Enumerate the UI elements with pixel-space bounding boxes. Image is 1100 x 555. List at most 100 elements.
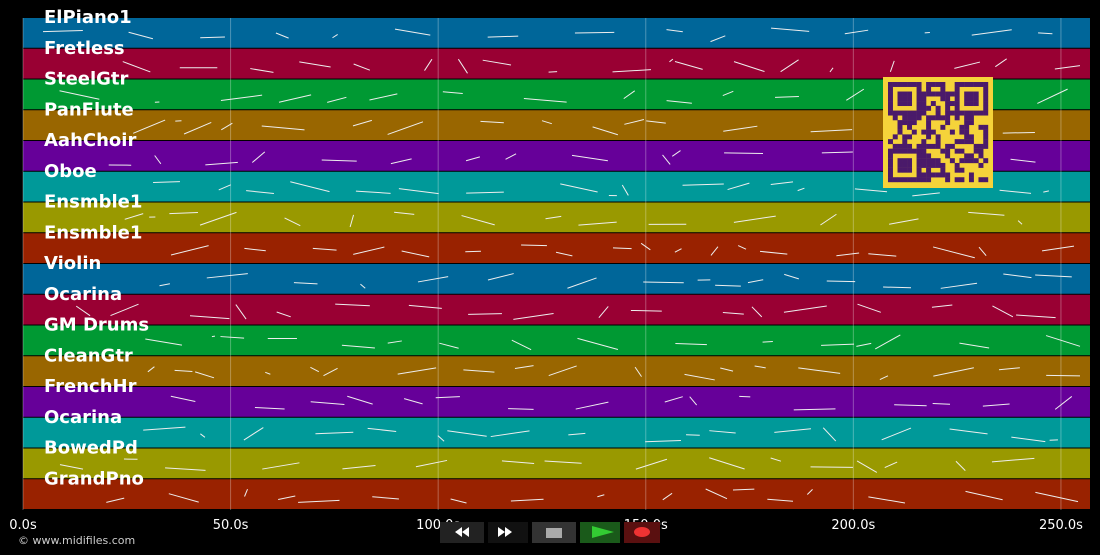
note [675,342,707,346]
note [613,247,632,250]
qr-module [935,105,941,111]
qr-module [983,158,989,164]
qr-module [935,162,941,168]
note [1045,335,1081,347]
note [199,211,237,226]
qr-module [916,96,922,102]
note [635,458,668,470]
note [912,192,940,197]
qr-module [968,82,974,87]
note [1010,158,1036,163]
note [630,309,662,312]
note [995,58,1007,68]
time-tick-label: 200.0s [831,518,875,533]
qr-module [916,86,922,92]
qr-module [978,148,984,154]
qr-module [983,134,989,140]
qr-module [888,167,893,173]
note [153,181,180,184]
qr-module [949,110,955,116]
note [634,366,642,377]
record-icon [634,527,650,537]
note [737,245,747,250]
qr-module [959,124,965,130]
note [623,90,636,100]
qr-module [888,139,893,145]
qr-module [916,115,922,121]
qr-module [902,143,908,149]
qr-module [916,105,922,111]
qr-module [888,86,893,92]
qr-module [921,129,927,135]
qr-module [892,177,898,183]
track-name: AahChoir [44,130,136,151]
note [868,496,906,504]
note [932,403,951,405]
qr-module [935,91,941,97]
note [548,71,558,73]
qr-module [930,158,936,164]
note [998,367,1020,371]
qr-module [949,91,955,97]
track-row [23,18,1090,48]
qr-module [964,153,970,159]
qr-module [954,86,960,92]
note [1017,220,1023,225]
qr-module [897,124,903,130]
qr-module [983,86,989,92]
note [1043,190,1050,193]
qr-module [945,110,951,116]
time-tick-label: 50.0s [213,518,249,533]
note [592,126,619,136]
note [682,183,724,186]
note [1035,274,1072,278]
qr-module [935,115,941,121]
note [671,150,681,157]
note [170,245,209,256]
qr-module [902,148,908,154]
note [487,35,519,38]
qr-module [983,101,989,107]
qr-module [940,82,946,87]
qr-module [926,91,932,97]
qr-module [945,143,951,149]
qr-module [892,148,898,154]
note [206,273,248,279]
qr-module [959,167,965,173]
note [170,395,196,402]
qr-module [959,110,965,116]
note [490,430,530,438]
note [822,427,837,442]
note [857,303,881,313]
note [1011,436,1046,443]
qr-module [921,91,927,97]
qr-module [916,162,922,168]
note [612,69,651,73]
qr-module [930,162,936,168]
qr-module [892,143,898,149]
note [709,430,736,434]
note [884,461,898,469]
qr-module [921,143,927,149]
qr-module [964,82,970,87]
note [784,273,799,280]
note [439,342,459,349]
qr-module [954,167,960,173]
qr-module [983,96,989,102]
qr-module [964,158,970,164]
note [387,340,402,344]
qr-module [926,129,932,135]
qr-module [954,177,960,183]
note [1054,65,1081,70]
note [387,121,424,135]
note [722,90,734,97]
track-name: FrenchHr [44,376,137,397]
track-name: Ocarina [44,284,122,305]
note [751,306,763,318]
qr-module [964,120,970,126]
qr-module [968,172,974,178]
qr-module [930,143,936,149]
note [355,190,391,194]
note [508,408,534,410]
qr-module [892,110,898,116]
